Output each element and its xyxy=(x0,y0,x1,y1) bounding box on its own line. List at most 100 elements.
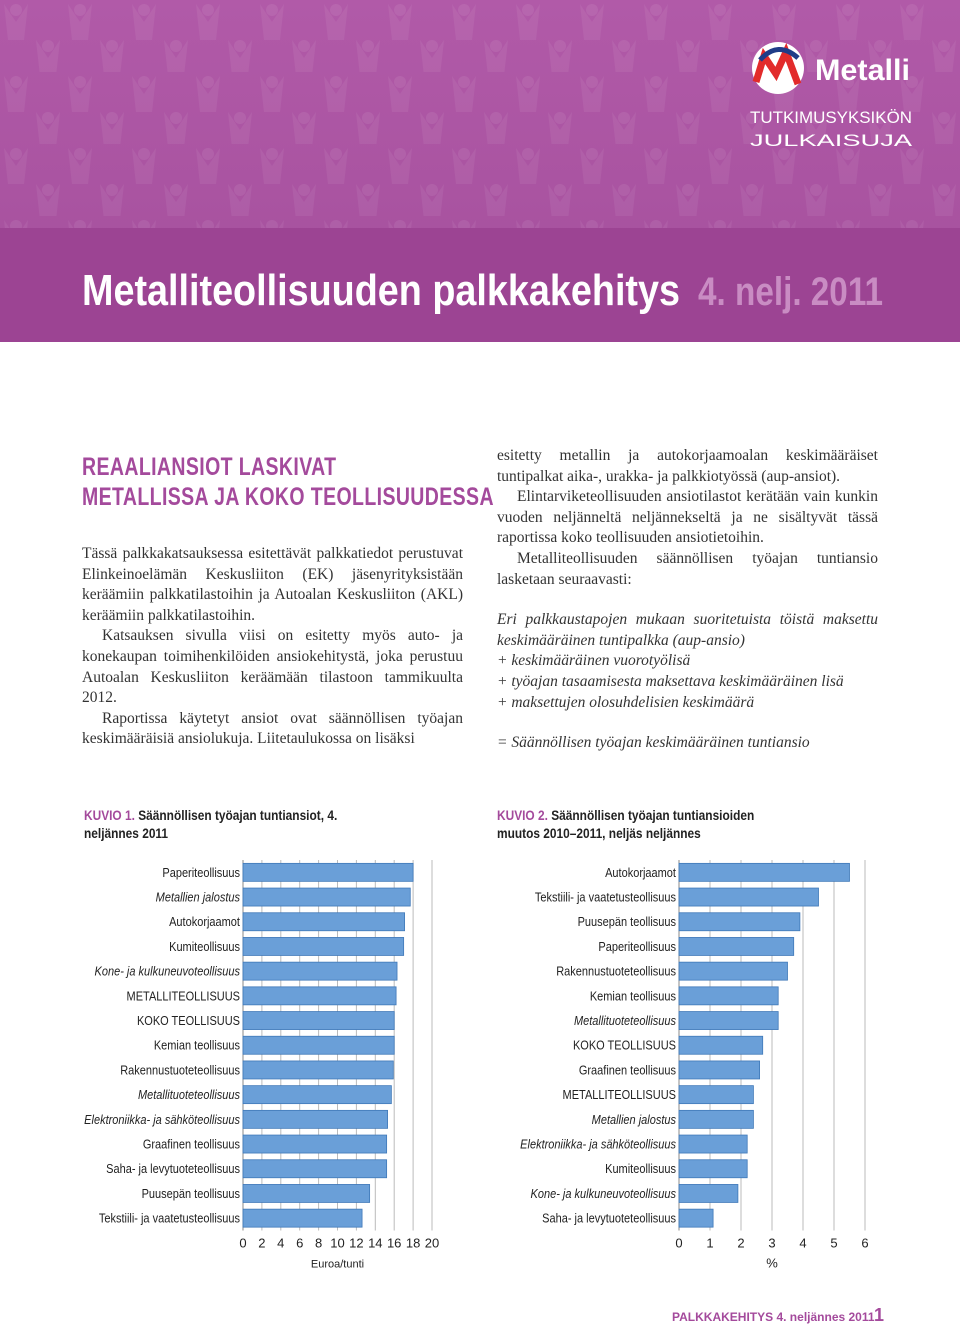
footer-section: PALKKAKEHITYS xyxy=(672,1310,774,1324)
article-heading: REAALIANSIOT LASKIVAT METALLISSA JA KOKO… xyxy=(82,452,494,512)
x-tick-label: 5 xyxy=(830,1236,837,1251)
bar xyxy=(242,961,398,981)
footer: PALKKAKEHITYS 4. neljännes 2011 xyxy=(672,1310,875,1324)
x-axis-label: Euroa/tunti xyxy=(311,1259,364,1271)
x-tick-label: 16 xyxy=(387,1236,401,1251)
category-label: Elektroniikka- ja sähköteollisuus xyxy=(84,1113,240,1127)
paragraph: esitetty metallin ja autokorjaamoalan ke… xyxy=(497,447,878,485)
x-tick-label: 6 xyxy=(296,1236,303,1251)
x-tick-label: 1 xyxy=(706,1236,713,1251)
series-name: JULKAISUJA xyxy=(750,131,913,150)
x-tick-label: 0 xyxy=(675,1236,682,1251)
figure-title: Säännöllisen työajan tuntiansiot, 4. nel… xyxy=(84,807,338,841)
category-label: Puusepän teollisuus xyxy=(142,1187,240,1201)
bar xyxy=(678,1159,748,1179)
paragraph: Tässä palkkakatsauksessa esitettävät pal… xyxy=(82,545,463,624)
figure-label: KUVIO 1. xyxy=(84,807,135,823)
bar xyxy=(678,1134,748,1154)
figure-label: KUVIO 2. xyxy=(497,807,548,823)
banner: Metalli TUTKIMUSYKSIKÖN JULKAISUJA Metal… xyxy=(0,0,960,342)
bar xyxy=(242,1035,395,1055)
category-label: Saha- ja levytuoteteollisuus xyxy=(106,1163,240,1177)
right-column: esitetty metallin ja autokorjaamoalan ke… xyxy=(497,446,878,754)
issue: 4. nelj. 2011 xyxy=(698,270,883,314)
bar xyxy=(242,912,405,932)
logo-text: Metalli xyxy=(815,54,910,87)
bar xyxy=(678,961,788,981)
category-label: Tekstiili- ja vaatetusteollisuus xyxy=(99,1212,240,1226)
category-label: Autokorjaamot xyxy=(605,866,677,880)
category-label: KOKO TEOLLISUUS xyxy=(137,1014,240,1028)
bar xyxy=(678,887,819,907)
category-label: Autokorjaamot xyxy=(169,916,241,930)
formula-line: + keskimääräinen vuorotyölisä xyxy=(497,652,691,670)
x-tick-label: 2 xyxy=(737,1236,744,1251)
category-label: METALLITEOLLISUUS xyxy=(563,1089,677,1103)
formula-line: Eri palkkaustapojen mukaan suoritetuista… xyxy=(497,611,878,649)
x-tick-label: 4 xyxy=(799,1236,806,1251)
page-number: 1 xyxy=(874,1305,885,1325)
category-label: Metallituoteteollisuus xyxy=(574,1014,676,1028)
bar xyxy=(242,937,405,956)
charts: 0 2 4 6 8 10 12 14 16 18 20Euroa/tuntiPaperiteolli… xyxy=(84,860,869,1271)
x-tick-label: 3 xyxy=(768,1236,775,1251)
bar xyxy=(678,1085,754,1105)
category-label: Kemian teollisuus xyxy=(154,1039,240,1053)
category-label: Tekstiili- ja vaatetusteollisuus xyxy=(535,891,676,905)
x-tick-label: 8 xyxy=(315,1236,322,1251)
category-label: Kumiteollisuus xyxy=(169,940,240,954)
paragraph: Elintarviketeollisuuden ansiotilastot ke… xyxy=(497,488,878,547)
x-tick-label: 18 xyxy=(406,1236,420,1251)
bar xyxy=(242,1085,392,1105)
formula: Eri palkkaustapojen mukaan suoritetuista… xyxy=(497,610,878,754)
category-label: Kone- ja kulkuneuvoteollisuus xyxy=(531,1187,677,1201)
heading-line: METALLISSA JA KOKO TEOLLISUUDESSA xyxy=(82,483,494,511)
bar xyxy=(242,986,397,1006)
category-label: Rakennustuoteteollisuus xyxy=(120,1064,240,1078)
formula-line: + työajan tasaamisesta maksettava keskim… xyxy=(497,672,844,690)
bar xyxy=(678,937,795,956)
x-tick-label: 4 xyxy=(277,1236,284,1251)
left-column: Tässä palkkakatsauksessa esitettävät pal… xyxy=(82,544,463,750)
x-tick-label: 10 xyxy=(330,1236,344,1251)
figure-caption: KUVIO 2. Säännöllisen työajan tuntiansio… xyxy=(497,806,778,842)
x-tick-label: 14 xyxy=(368,1236,382,1251)
category-label: Saha- ja levytuoteteollisuus xyxy=(542,1212,676,1226)
category-label: Paperiteollisuus xyxy=(162,866,240,880)
formula-result: = Säännöllisen työajan keskimääräinen tu… xyxy=(497,734,810,752)
category-label: Puusepän teollisuus xyxy=(578,916,676,930)
bar xyxy=(242,1208,363,1228)
footer-issue: 4. neljännes 2011 xyxy=(776,1310,875,1324)
figure-caption: KUVIO 1. Säännöllisen työajan tuntiansio… xyxy=(84,806,365,842)
paragraph: Katsauksen sivulla viisi on esitetty myö… xyxy=(82,627,463,707)
category-label: Graafinen teollisuus xyxy=(579,1064,676,1078)
bar xyxy=(678,986,779,1006)
page-title: Metalliteollisuuden palkkakehitys xyxy=(82,266,680,315)
figure-title: Säännöllisen työajan tuntiansioiden muut… xyxy=(497,807,755,841)
x-tick-label: 12 xyxy=(349,1236,363,1251)
bar xyxy=(242,862,414,882)
bar xyxy=(242,1184,371,1203)
category-label: Kone- ja kulkuneuvoteollisuus xyxy=(95,965,241,979)
x-tick-label: 6 xyxy=(861,1236,868,1251)
bar xyxy=(678,912,801,932)
x-tick-label: 0 xyxy=(239,1236,246,1251)
category-label: Rakennustuoteteollisuus xyxy=(556,965,676,979)
bar xyxy=(242,1134,388,1154)
bar xyxy=(678,1208,714,1228)
category-label: Metallien jalostus xyxy=(156,891,240,905)
category-label: KOKO TEOLLISUUS xyxy=(573,1039,676,1053)
bar xyxy=(678,862,850,882)
paragraph: Raportissa käytetyt ansiot ovat säännöll… xyxy=(82,709,463,748)
category-label: Paperiteollisuus xyxy=(598,940,676,954)
bar xyxy=(678,1109,754,1129)
bar xyxy=(242,1060,394,1080)
bar xyxy=(242,1159,388,1179)
category-label: Metallituoteteollisuus xyxy=(138,1089,240,1103)
category-label: Graafinen teollisuus xyxy=(143,1138,240,1152)
category-label: METALLITEOLLISUUS xyxy=(127,990,241,1004)
bar xyxy=(242,1011,395,1030)
x-tick-label: 20 xyxy=(425,1236,439,1251)
category-label: Kemian teollisuus xyxy=(590,990,676,1004)
